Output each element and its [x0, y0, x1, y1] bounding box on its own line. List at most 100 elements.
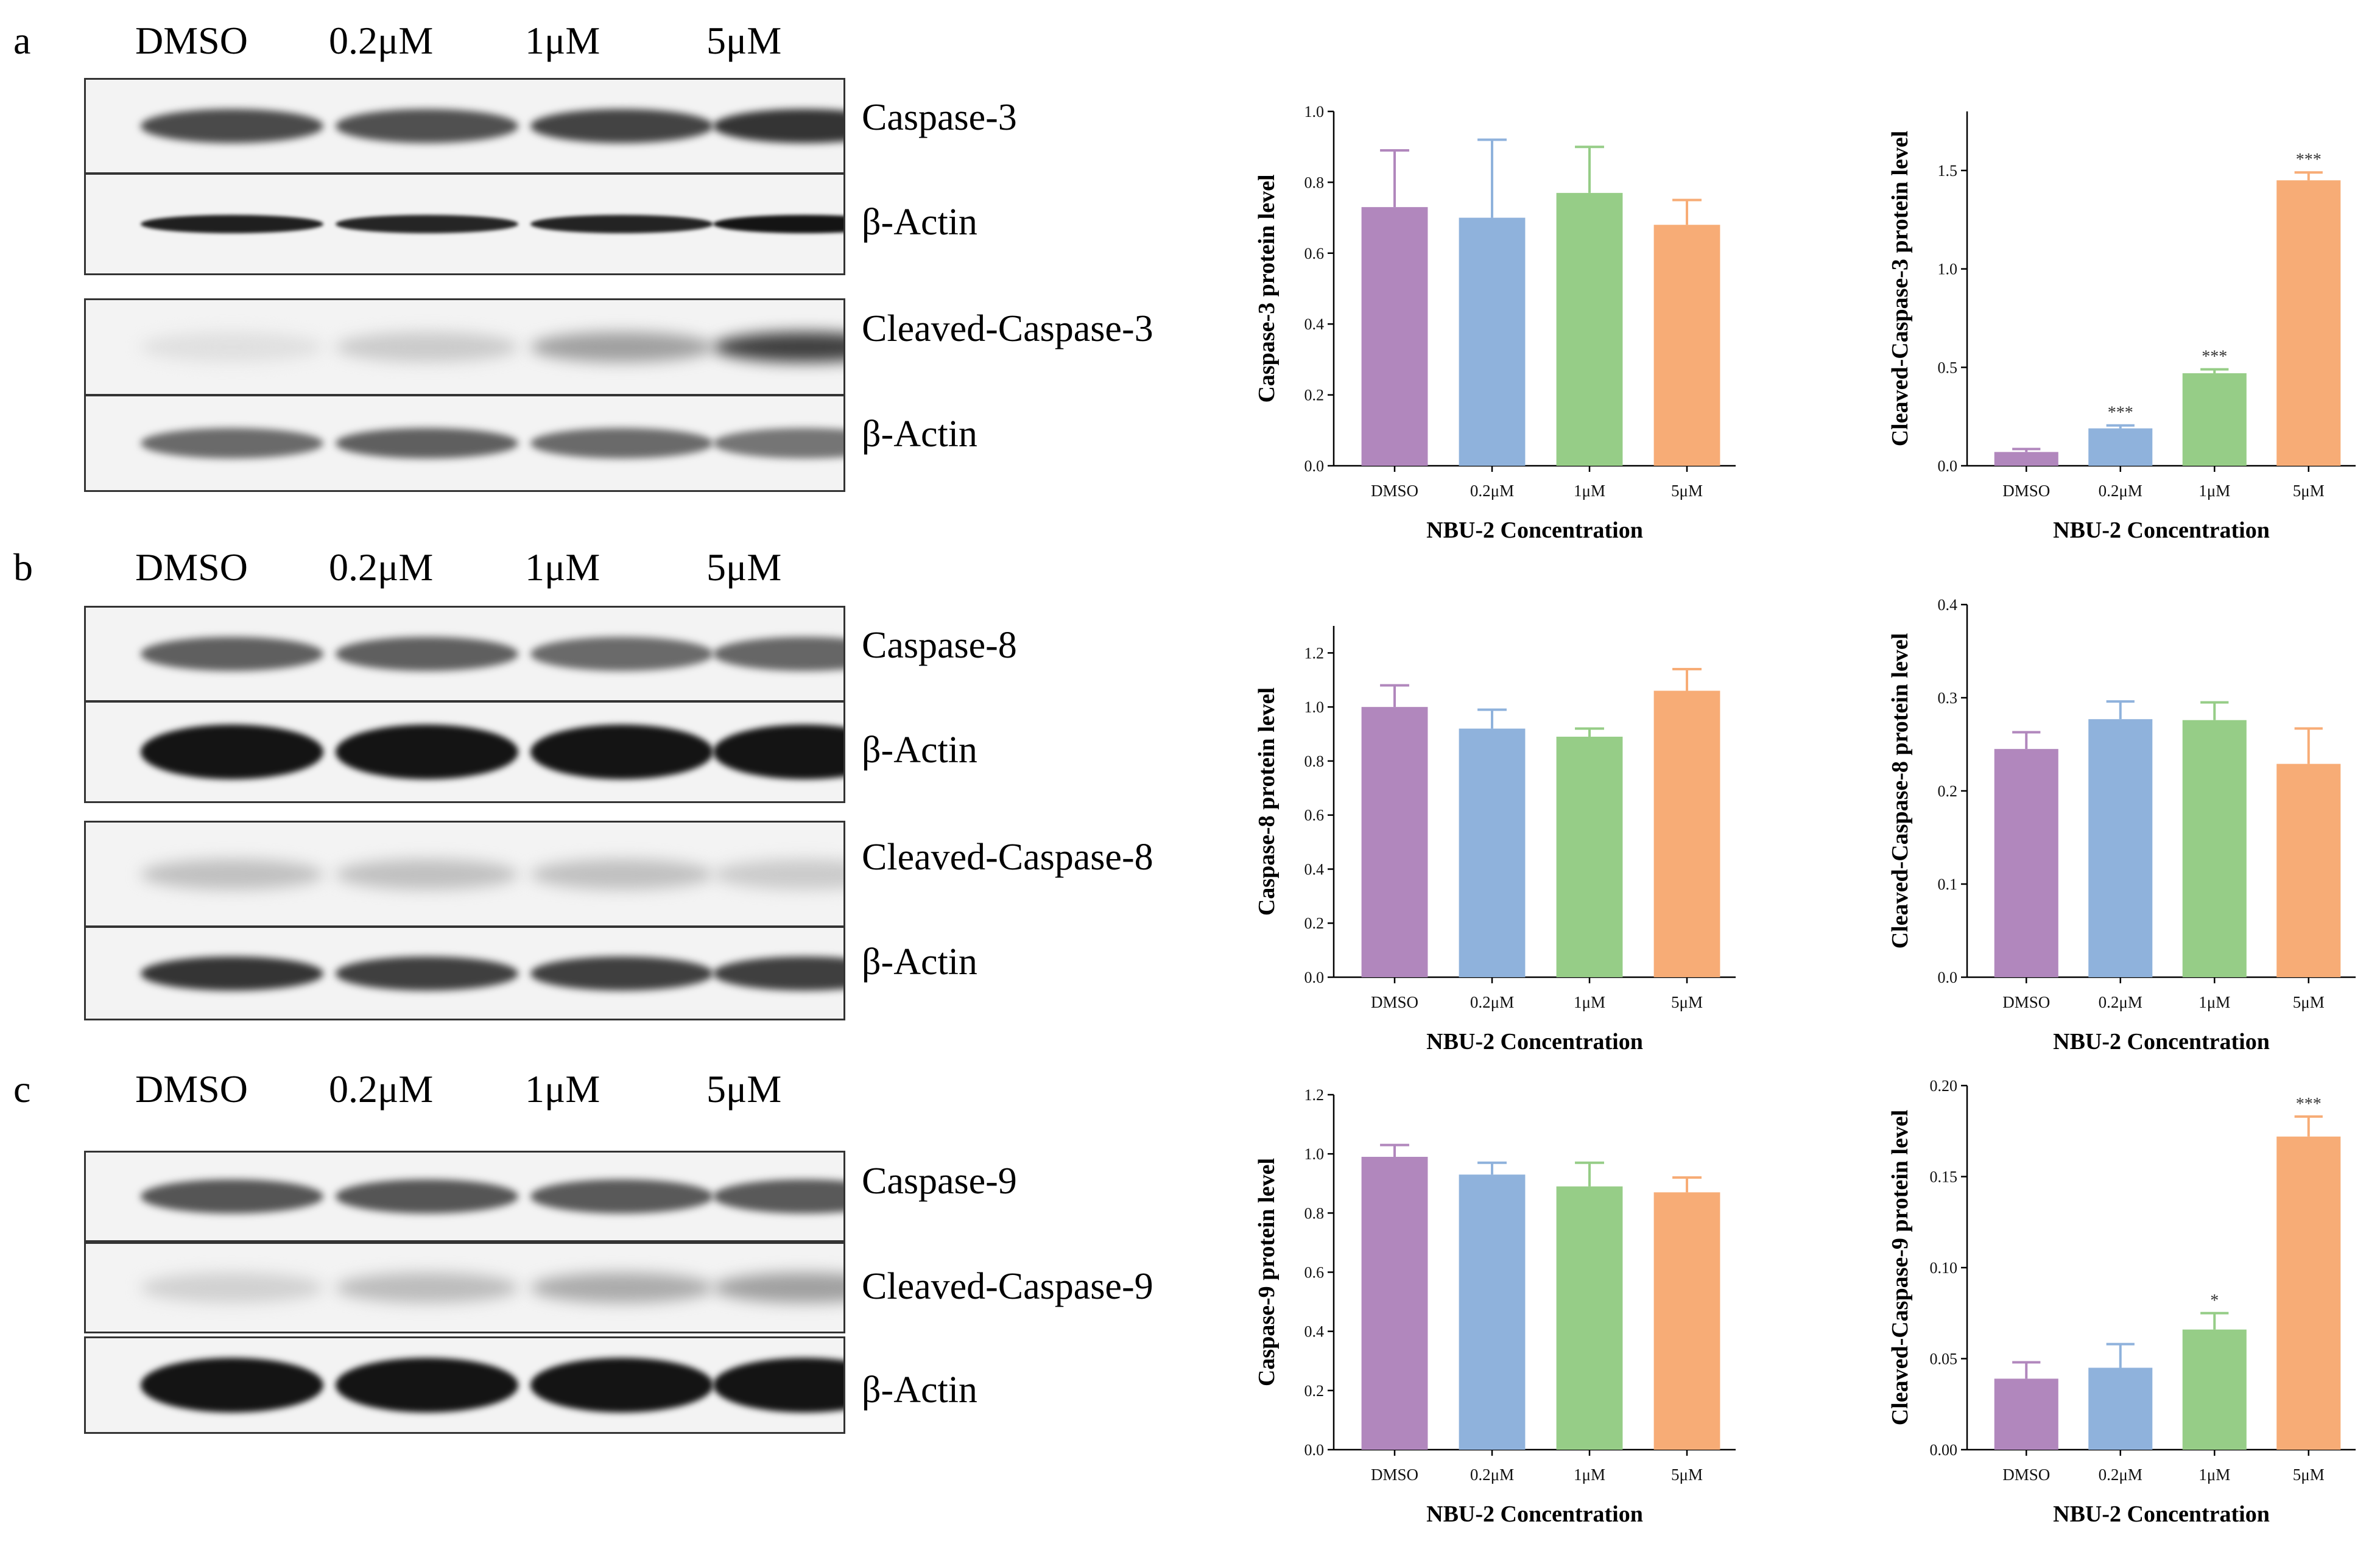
y-tick-label: 0.20	[1930, 1077, 1958, 1095]
y-tick-label: 1.0	[1304, 1145, 1325, 1163]
blot-band	[713, 956, 843, 991]
y-tick-label: 1.5	[1938, 162, 1958, 180]
blot-caspase-3	[84, 78, 845, 174]
y-tick-label: 1.0	[1304, 103, 1325, 121]
blot-band	[530, 637, 713, 671]
panel-letter-a: a	[13, 19, 31, 62]
x-tick-label: 0.2μM	[2099, 993, 2142, 1011]
x-tick-label: DMSO	[2002, 482, 2050, 500]
chart-cleaved-caspase-9: 0.00 0.05 0.10 0.15 0.20 DMSO 0.2μM * 1μM *** 5μM N…	[1876, 1075, 2380, 1541]
bar	[2182, 373, 2247, 466]
blot-band	[336, 332, 518, 362]
blot-caspase-8	[84, 606, 845, 702]
blot-band	[141, 428, 323, 458]
blot-label-beta-actin: β-Actin	[862, 729, 977, 771]
bar	[1556, 1186, 1623, 1450]
bar	[2088, 1367, 2153, 1450]
chart-cleaved-caspase-3: 0.0 0.5 1.0 1.5 DMSO *** 0.2μM *** 1μM *** 5μM NBU-…	[1876, 100, 2380, 557]
bar	[1994, 452, 2058, 466]
significance-label: ***	[2296, 1095, 2322, 1114]
y-tick-label: 0.5	[1938, 359, 1958, 376]
blot-band	[141, 332, 323, 362]
blot-band	[141, 956, 323, 991]
y-tick-label: 0.2	[1304, 387, 1325, 404]
y-tick-label: 1.0	[1938, 261, 1958, 278]
x-axis-title: NBU-2 Concentration	[2053, 1029, 2270, 1055]
bar	[2088, 428, 2153, 466]
blot-band	[713, 109, 843, 143]
blot-band	[713, 858, 843, 890]
bar	[2276, 180, 2341, 466]
blot-band	[141, 637, 323, 671]
blot-band	[336, 1179, 518, 1213]
x-tick-label: 1μM	[1574, 993, 1605, 1011]
x-tick-label: 5μM	[1671, 993, 1703, 1011]
y-tick-label: 0.0	[1938, 969, 1958, 986]
y-axis-title: Cleaved-Caspase-3 protein level	[1887, 131, 1913, 447]
blot-band	[336, 215, 518, 233]
blot-label-caspase-9: Caspase-9	[862, 1160, 1017, 1202]
blot-band	[141, 215, 323, 233]
blot-band	[336, 109, 518, 143]
blot-band	[336, 956, 518, 991]
x-axis-title: NBU-2 Concentration	[1426, 1501, 1643, 1527]
y-tick-label: 0.1	[1938, 876, 1958, 893]
bar-chart-svg: 0.0 0.2 0.4 0.6 0.8 1.0 1.2 DMSO 0.2μM 1μM 5μM NBU-…	[1254, 1086, 1736, 1527]
bar	[1361, 1157, 1428, 1450]
blot-label-beta-actin: β-Actin	[862, 1369, 977, 1411]
x-tick-label: 0.2μM	[2099, 482, 2142, 500]
bar	[1556, 192, 1623, 466]
lane-header-5um: 5μM	[706, 1067, 782, 1111]
x-tick-label: 5μM	[2293, 1466, 2325, 1484]
blot-band	[713, 215, 843, 233]
x-tick-label: 1μM	[2199, 482, 2230, 500]
x-tick-label: DMSO	[2002, 993, 2050, 1011]
y-tick-label: 0.4	[1304, 860, 1325, 878]
bar	[1361, 707, 1428, 977]
blot-beta-actin	[84, 701, 845, 803]
x-axis-title: NBU-2 Concentration	[2053, 518, 2270, 543]
bar	[1653, 690, 1720, 977]
blot-band	[713, 725, 843, 779]
x-axis-title: NBU-2 Concentration	[2053, 1501, 2270, 1527]
blot-caspase-9	[84, 1151, 845, 1242]
blot-band	[530, 428, 713, 458]
x-tick-label: DMSO	[1371, 993, 1418, 1011]
x-tick-label: DMSO	[1371, 482, 1418, 500]
bar	[2276, 1136, 2341, 1450]
x-tick-label: 1μM	[1574, 1466, 1605, 1484]
panel-letter-c: c	[13, 1067, 31, 1111]
blot-band	[713, 637, 843, 671]
lane-header-1um: 1μM	[525, 546, 600, 589]
blot-beta-actin	[84, 1336, 845, 1434]
bar-chart-svg: 0.0 0.1 0.2 0.3 0.4 DMSO 0.2μM 1μM 5μM NBU-2 Conc…	[1887, 596, 2356, 1055]
significance-label: *	[2210, 1291, 2219, 1310]
blot-band	[530, 1272, 713, 1303]
x-tick-label: 1μM	[1574, 482, 1605, 500]
blot-band	[530, 858, 713, 890]
y-tick-label: 0.4	[1304, 315, 1325, 333]
lane-header-dmso: DMSO	[135, 546, 248, 589]
y-tick-label: 0.2	[1938, 782, 1958, 800]
bar	[1459, 728, 1526, 977]
y-tick-label: 1.2	[1304, 644, 1325, 662]
lane-header-5um: 5μM	[706, 546, 782, 589]
y-tick-label: 0.8	[1304, 174, 1325, 191]
blot-band	[141, 109, 323, 143]
x-tick-label: 0.2μM	[1470, 993, 1514, 1011]
blot-label-beta-actin: β-Actin	[862, 413, 977, 455]
blot-band	[336, 1358, 518, 1413]
chart-caspase-9: 0.0 0.2 0.4 0.6 0.8 1.0 1.2 DMSO 0.2μM 1μM 5μM NBU-…	[1242, 1084, 1760, 1541]
bar	[2182, 1329, 2247, 1450]
blot-beta-actin	[84, 173, 845, 275]
x-tick-label: 5μM	[1671, 482, 1703, 500]
x-tick-label: DMSO	[1371, 1466, 1418, 1484]
lane-header-0-2um: 0.2μM	[329, 19, 434, 62]
blot-band	[530, 215, 713, 233]
x-axis-title: NBU-2 Concentration	[1426, 518, 1643, 543]
blot-label-cleaved-caspase-3: Cleaved-Caspase-3	[862, 308, 1153, 349]
y-tick-label: 0.2	[1304, 1382, 1325, 1400]
y-axis-title: Cleaved-Caspase-8 protein level	[1887, 633, 1913, 949]
blot-band	[141, 725, 323, 779]
blot-band	[530, 332, 713, 362]
